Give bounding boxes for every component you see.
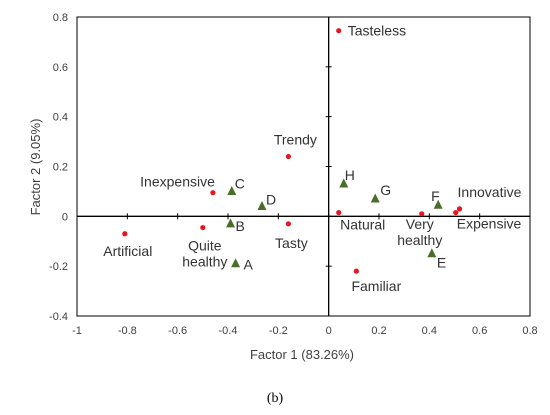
point-f [433,199,443,209]
y-tick-label: 0.6 [53,62,68,74]
point-g [370,193,380,203]
point-expensive [453,209,459,216]
label-b: B [236,218,245,234]
label-very-healthy-line: healthy [397,232,442,248]
x-tick-label: 0.6 [472,325,487,337]
point-trendy [285,153,291,160]
label-quite-healthy-line: Quite [188,238,222,254]
label-f: F [431,188,440,204]
point-tasteless [336,28,342,34]
label-very-healthy: Very healthy [397,216,442,248]
y-tick-label: 0.2 [53,162,68,174]
label-e: E [437,255,446,271]
point-b [226,218,236,228]
x-tick-label: -0.8 [118,325,137,337]
point-quite-healthy [200,224,206,231]
y-tick-label: 0 [62,211,68,223]
figure-caption: (b) [267,391,284,406]
point-innovative [456,206,463,212]
label-g: G [380,182,391,198]
point-d [257,200,267,210]
label-familiar: Familiar [351,278,401,294]
label-expensive: Expensive [457,216,522,232]
label-quite-healthy-line: healthy [182,254,227,270]
x-tick-label: 0 [326,325,332,337]
point-tasty [285,221,291,227]
label-trendy: Trendy [274,132,317,148]
x-tick-label: 0.8 [522,325,537,337]
label-inexpensive: Inexpensive [140,174,215,190]
point-natural [336,209,342,216]
label-tasteless: Tasteless [348,23,406,39]
label-very-healthy-line: Very [406,216,434,232]
plot-area-border [76,16,531,317]
point-e [427,248,437,258]
x-tick-label: -0.6 [168,325,187,337]
point-a [231,258,241,268]
label-c: C [235,175,245,191]
y-tick-label: -0.4 [49,311,68,323]
label-natural: Natural [340,217,385,233]
y-tick-label: 0.4 [53,112,68,124]
point-very-healthy [419,211,425,217]
x-tick-label: 0.4 [422,325,437,337]
x-tick-label: -0.2 [269,325,288,337]
x-tick-label: 0.2 [371,325,386,337]
label-d: D [266,191,276,207]
point-inexpensive [210,190,216,196]
x-tick-label: -0.4 [219,325,238,337]
label-artificial: Artificial [103,243,152,259]
label-a: A [244,257,254,273]
label-innovative: Innovative [458,184,522,200]
y-tick-label: -0.2 [49,261,68,273]
label-quite-healthy: Quite healthy [182,238,227,270]
x-axis-title: Factor 1 (83.26%) [250,347,354,362]
x-tick-label: -1 [72,325,82,337]
y-axis-title: Factor 2 (9.05%) [28,119,43,216]
point-h [339,178,349,188]
label-tasty: Tasty [275,235,308,251]
point-artificial [122,231,128,237]
point-familiar [353,268,359,274]
point-c [227,186,237,196]
y-tick-label: 0.8 [53,12,68,24]
label-h: H [345,167,355,183]
